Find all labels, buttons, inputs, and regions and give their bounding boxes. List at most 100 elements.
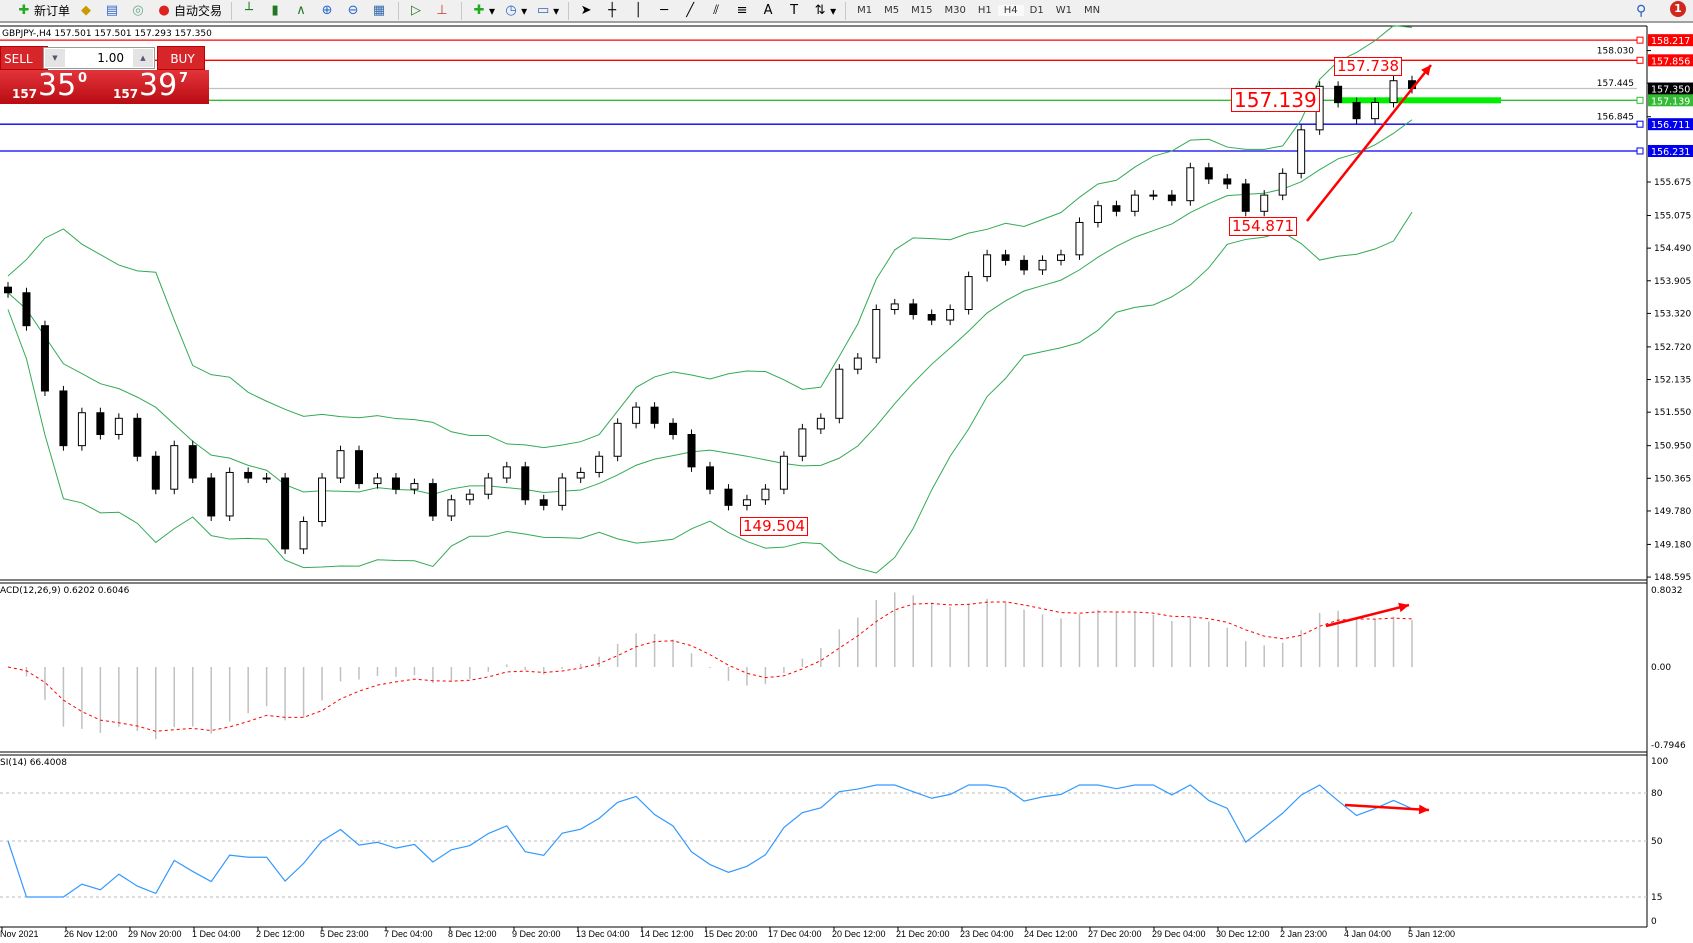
cursor-button[interactable]: ➤ [574, 0, 600, 21]
cursor-icon: ➤ [580, 2, 592, 18]
candle-body [318, 477, 327, 523]
timeframe-mn[interactable]: MN [1083, 5, 1101, 16]
trend-arrow-price [1306, 64, 1432, 222]
arrows-button[interactable]: ⇅ ▾ [808, 0, 840, 21]
chart-canvas[interactable]: 158.030 157.445 156.845 155.675 155.075 154.4… [0, 24, 1693, 943]
lot-size-value[interactable]: 1.00 [97, 51, 124, 65]
market-watch-button[interactable]: ◆ [74, 0, 100, 21]
price-tick-label: 150.950 [1654, 442, 1691, 452]
trendline-button[interactable]: ╱ [678, 0, 704, 21]
timeframe-m30[interactable]: M30 [944, 5, 966, 16]
bollinger-middle [7, 119, 1413, 495]
candle-body [632, 406, 641, 424]
candle-body [835, 368, 844, 419]
search-icon[interactable]: ⚲ [1636, 3, 1647, 19]
line-chart-icon: ∧ [296, 2, 306, 18]
candle-body [299, 521, 308, 550]
time-label: 30 Dec 12:00 [1216, 929, 1270, 939]
candle-body [1038, 259, 1047, 271]
candle-body [244, 471, 253, 479]
timeframe-m15[interactable]: M15 [911, 5, 933, 16]
candle-body [1297, 129, 1306, 174]
candle-body [281, 477, 290, 550]
candle-body [1241, 183, 1250, 212]
one-click-trading-panel: SELL ▼ 1.00 ▲ BUY 157 35 0 157 39 7 [0, 46, 209, 104]
bar-chart-button[interactable]: ┴ [237, 0, 263, 21]
price-label-bg [1648, 82, 1693, 95]
annotation-swing-low[interactable]: 154.871 [1229, 217, 1298, 236]
price-label-bg [1648, 94, 1693, 107]
zoom-in-button[interactable]: ⊕ [315, 0, 341, 21]
sell-price[interactable]: 157 35 0 [0, 68, 103, 104]
candle-body [1130, 194, 1139, 212]
signals-button[interactable]: ◎ [126, 0, 152, 21]
lot-size-field[interactable]: ▼ 1.00 ▲ [43, 47, 155, 69]
zoom-in-icon: ⊕ [321, 2, 333, 18]
candle-body [1334, 85, 1343, 103]
candle-body [96, 412, 105, 435]
new-order-button[interactable]: ✚ 新订单 [12, 0, 74, 21]
price-label-bg [1648, 144, 1693, 157]
lot-increase-icon[interactable]: ▲ [133, 49, 153, 67]
price-tick-label: 154.490 [1654, 244, 1691, 254]
channel-button[interactable]: ⫽ [704, 0, 730, 21]
candle-body [188, 445, 197, 479]
vertical-line-button[interactable]: │ [626, 0, 652, 21]
sell-button[interactable]: SELL [0, 46, 48, 70]
lot-decrease-icon[interactable]: ▼ [45, 49, 65, 67]
candle-body [262, 477, 271, 480]
crosshair-button[interactable]: ┼ [600, 0, 626, 21]
text-button[interactable]: A [756, 0, 782, 21]
templates-button[interactable]: ▭ ▾ [536, 2, 560, 18]
time-label: 20 Dec 12:00 [832, 929, 886, 939]
periods-button[interactable]: ◷ ▾ [499, 0, 531, 21]
line-chart-button[interactable]: ∧ [289, 0, 315, 21]
buy-price[interactable]: 157 39 7 [101, 68, 209, 104]
sell-price-pip: 0 [78, 71, 88, 86]
timeframe-m1[interactable]: M1 [857, 5, 873, 16]
candle-body [77, 412, 86, 447]
notification-badge[interactable]: 1 [1670, 1, 1686, 17]
zoom-out-button[interactable]: ⊖ [341, 0, 367, 21]
candle-chart-button[interactable]: ▮ [263, 0, 289, 21]
bar-chart-icon: ┴ [245, 2, 253, 18]
tile-windows-button[interactable]: ▦ [367, 0, 393, 21]
time-label: 13 Dec 04:00 [576, 929, 630, 939]
auto-scroll-button[interactable]: ▷ [404, 0, 430, 21]
candle-body [1352, 101, 1361, 120]
timeframe-h4[interactable]: H4 [997, 5, 1024, 16]
candle-body [4, 286, 12, 294]
text-label-button[interactable]: T [782, 0, 808, 21]
candle-body [964, 276, 973, 311]
timeframe-m5[interactable]: M5 [884, 5, 900, 16]
line-handle [1636, 56, 1644, 64]
auto-trading-button[interactable]: ● 自动交易 [152, 0, 226, 21]
equidistant-channel-icon: ⫽ [713, 2, 720, 18]
candle-body [1093, 205, 1102, 223]
annotation-low[interactable]: 149.504 [740, 517, 809, 536]
candle-body [22, 292, 31, 327]
candle-body [1204, 167, 1213, 180]
horizontal-line-button[interactable]: ─ [652, 0, 678, 21]
timeframe-h1[interactable]: H1 [977, 5, 992, 16]
navigator-button[interactable]: ▤ [100, 0, 126, 21]
candle-body [779, 455, 788, 490]
annotation-support[interactable]: 157.139 [1231, 88, 1320, 112]
candle-body [890, 303, 899, 311]
chart-shift-button[interactable]: ⊥ [430, 0, 456, 21]
macd-axis-label: -0.7946 [1651, 741, 1686, 751]
timeframe-d1[interactable]: D1 [1029, 5, 1044, 16]
indicators-button[interactable]: ✚ ▾ [467, 0, 499, 21]
timeframe-w1[interactable]: W1 [1055, 5, 1072, 16]
candle-body [521, 466, 530, 501]
candle-body [650, 406, 659, 424]
annotation-high[interactable]: 157.738 [1334, 57, 1403, 76]
horizontal-line-icon: ─ [660, 2, 669, 18]
candle-body [40, 325, 49, 392]
template-icon: ▭ [536, 2, 550, 18]
bollinger-lower [7, 211, 1413, 574]
candle-body [1167, 194, 1176, 202]
price-tick-label: 151.550 [1654, 408, 1691, 418]
buy-button[interactable]: BUY [157, 46, 205, 70]
fibonacci-button[interactable]: ≡ [730, 0, 756, 21]
